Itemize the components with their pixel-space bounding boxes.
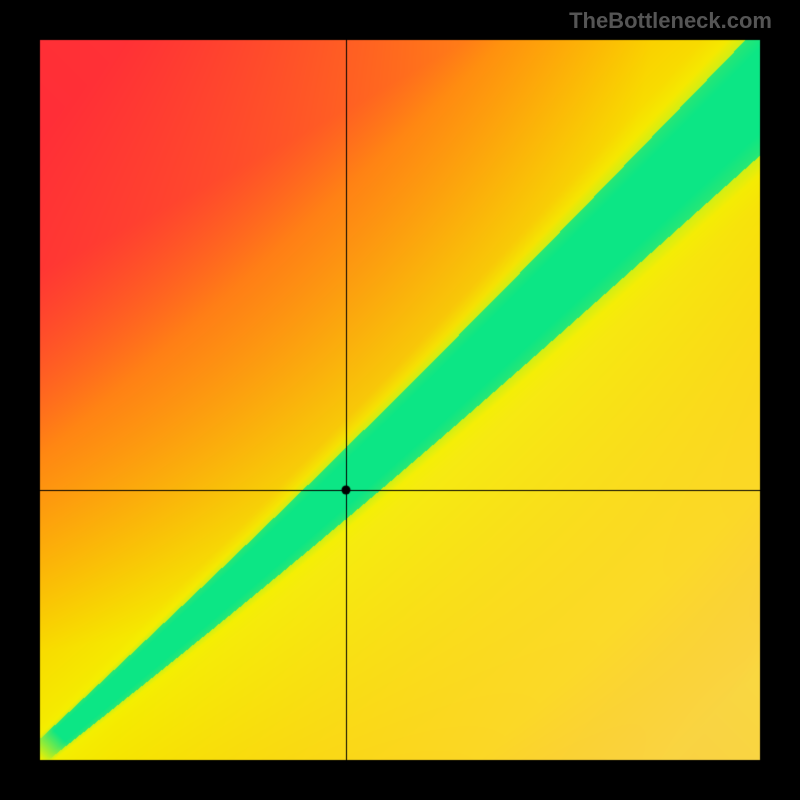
bottleneck-heatmap-canvas — [0, 0, 800, 800]
watermark-text: TheBottleneck.com — [569, 8, 772, 34]
chart-container: TheBottleneck.com — [0, 0, 800, 800]
